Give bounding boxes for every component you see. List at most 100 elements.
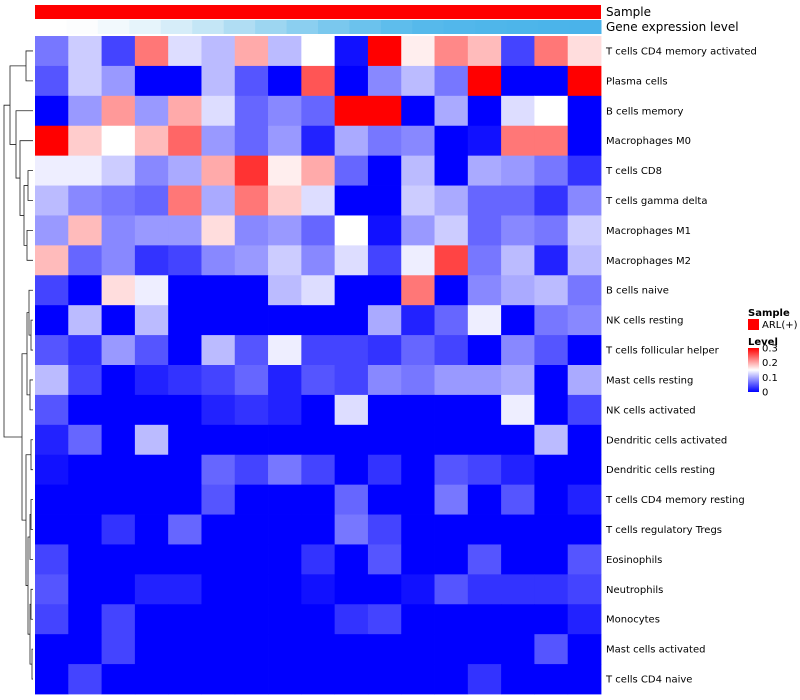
heatmap-cell (401, 215, 435, 246)
expression-track-cell (349, 20, 382, 34)
heatmap-cell (68, 275, 102, 306)
heatmap-cell (334, 514, 369, 545)
heatmap-cell (434, 36, 469, 67)
heatmap-cell (567, 634, 602, 665)
heatmap-cell (234, 155, 269, 186)
heatmap-cell (567, 394, 602, 426)
heatmap-cell (334, 65, 369, 97)
heatmap-cell (101, 454, 136, 486)
legend: Sample ARL(+) Level 0.3 0.2 0.1 0 (748, 308, 798, 399)
row-labels: T cells CD4 memory activated Plasma cells… (605, 47, 757, 686)
heatmap-cell (334, 424, 369, 456)
heatmap-cell (68, 424, 102, 456)
expression-track-cell (160, 20, 193, 34)
heatmap-cell (134, 95, 169, 127)
heatmap-cell (134, 484, 169, 515)
heatmap-cell (68, 634, 102, 665)
row-label: Macrophages M2 (606, 256, 691, 267)
heatmap-cell (35, 365, 69, 396)
heatmap-cell (567, 155, 602, 186)
heatmap-cell (434, 275, 469, 306)
heatmap-cell (401, 335, 435, 366)
heatmap-cell (334, 155, 369, 186)
heatmap-cell (134, 155, 169, 186)
heatmap-cell (68, 484, 102, 515)
heatmap-cell (301, 394, 336, 426)
heatmap-cell (35, 65, 69, 97)
heatmap-cell (68, 544, 102, 575)
heatmap-cell (467, 424, 502, 456)
heatmap-cell (334, 275, 369, 306)
heatmap-cell (334, 36, 369, 67)
heatmap-cell (567, 424, 602, 456)
heatmap-cell (501, 454, 535, 486)
heatmap-cell (467, 215, 502, 246)
heatmap-cell (367, 275, 402, 306)
heatmap-cell (268, 215, 302, 246)
heatmap-cell (567, 365, 602, 396)
heatmap-cell (567, 664, 602, 695)
expression-track-cell (569, 20, 602, 34)
heatmap-cell (434, 604, 469, 635)
heatmap-cell (534, 335, 569, 366)
heatmap-cell (367, 65, 402, 97)
heatmap-cell (567, 65, 602, 97)
expression-track-cell (286, 20, 319, 34)
heatmap-cell (68, 65, 102, 97)
heatmap-cell (467, 155, 502, 186)
heatmap-cell (234, 424, 269, 456)
dendrogram-branch (29, 379, 33, 411)
heatmap-cell (501, 544, 535, 575)
heatmap-cell (434, 664, 469, 695)
heatmap-cell (168, 634, 202, 665)
heatmap-cell (101, 484, 136, 515)
heatmap-cell (168, 215, 202, 246)
heatmap-cell (534, 664, 569, 695)
heatmap-cell (434, 544, 469, 575)
heatmap-cell (234, 36, 269, 67)
heatmap-cell (367, 95, 402, 127)
heatmap-cell (401, 95, 435, 127)
heatmap-cell (534, 394, 569, 426)
dendrogram-branch (15, 110, 33, 179)
heatmap-cell (35, 394, 69, 426)
heatmap-cell (501, 215, 535, 246)
expression-track-cell (475, 20, 508, 34)
heatmap-cell (301, 634, 336, 665)
expression-track-cell (192, 20, 225, 34)
heatmap-cell (201, 65, 236, 97)
heatmap-cell (35, 275, 69, 306)
heatmap-cell (434, 514, 469, 545)
heatmap-cell (268, 36, 302, 67)
row-label: T cells CD4 memory activated (605, 47, 757, 58)
heatmap-cell (567, 36, 602, 67)
heatmap-cell (35, 424, 69, 456)
heatmap-cell (234, 245, 269, 276)
heatmap-cell (434, 185, 469, 216)
heatmap-cell (567, 95, 602, 127)
heatmap-cell (501, 365, 535, 396)
heatmap-cell (334, 664, 369, 695)
heatmap-cell (434, 454, 469, 486)
heatmap-cell (501, 245, 535, 276)
heatmap-cell (467, 125, 502, 157)
heatmap-cell (201, 394, 236, 426)
row-label: T cells CD4 naive (605, 675, 692, 686)
heatmap-cell (534, 574, 569, 605)
heatmap-cell (434, 155, 469, 186)
heatmap-cell (367, 365, 402, 396)
heatmap-cell (68, 305, 102, 336)
heatmap-cell (334, 365, 369, 396)
heatmap-cell (401, 604, 435, 635)
heatmap-cell (268, 394, 302, 426)
heatmap-cell (134, 514, 169, 545)
heatmap-cell (401, 484, 435, 515)
heatmap-cell (168, 95, 202, 127)
legend-level-tick: 0.3 (762, 344, 778, 355)
heatmap-cell (35, 484, 69, 515)
heatmap-cell (434, 245, 469, 276)
heatmap-cell (101, 574, 136, 605)
heatmap-cell (501, 574, 535, 605)
heatmap-cell (401, 245, 435, 276)
heatmap-cell (101, 394, 136, 426)
